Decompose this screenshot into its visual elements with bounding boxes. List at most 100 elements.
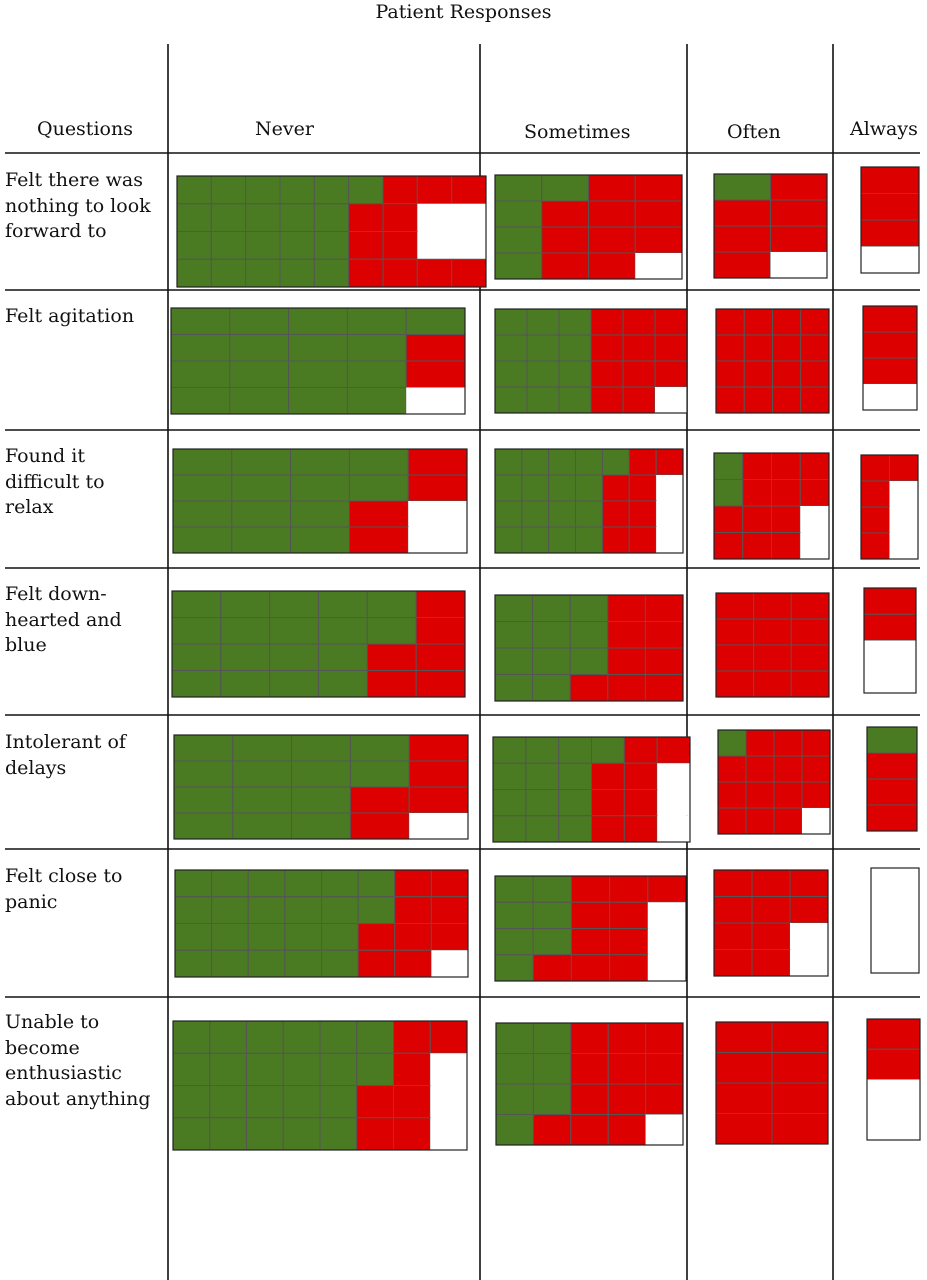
cell-red xyxy=(607,674,646,702)
cell-green xyxy=(313,175,350,205)
cell-green xyxy=(284,869,322,898)
cell-green xyxy=(492,762,527,790)
cell-red xyxy=(591,815,625,843)
question-label: Intolerant of delays xyxy=(5,730,165,781)
cell-red xyxy=(772,386,802,414)
cell-red xyxy=(790,670,830,698)
cell-red xyxy=(408,786,469,814)
cell-empty xyxy=(889,507,918,533)
cell-red xyxy=(713,922,753,950)
question-label-line: forward to xyxy=(5,220,107,242)
cell-green xyxy=(558,815,593,843)
cell-green xyxy=(575,474,603,502)
cell-green xyxy=(246,1020,284,1054)
cell-green xyxy=(173,786,234,814)
cell-red xyxy=(745,781,775,809)
response-box-border xyxy=(494,308,688,414)
response-box-border xyxy=(494,875,687,982)
cell-green xyxy=(174,949,213,978)
cell-red xyxy=(645,1022,684,1054)
cell-green xyxy=(279,203,315,232)
cell-green xyxy=(532,594,571,622)
cell-empty xyxy=(867,1079,920,1110)
cell-red xyxy=(645,1083,684,1115)
cell-red xyxy=(415,643,466,671)
cell-red xyxy=(800,308,830,336)
cell-red xyxy=(348,526,409,554)
cell-red xyxy=(753,592,792,620)
cell-red xyxy=(588,226,636,254)
cell-green xyxy=(356,1020,394,1054)
cell-red xyxy=(570,1114,609,1146)
cell-green xyxy=(282,1085,321,1119)
cell-red xyxy=(866,1048,921,1080)
cell-red xyxy=(349,812,410,840)
cell-red xyxy=(623,736,658,764)
cell-red xyxy=(771,532,801,560)
cell-green xyxy=(532,1083,572,1115)
cell-red xyxy=(773,807,803,835)
cell-red xyxy=(348,258,384,288)
cell-green xyxy=(575,526,603,554)
cell-green xyxy=(282,1117,321,1151)
cell-red xyxy=(429,1020,468,1054)
cell-empty xyxy=(871,894,919,921)
cell-green xyxy=(349,734,410,762)
cell-red xyxy=(609,901,649,929)
cell-red xyxy=(717,807,747,835)
cell-green xyxy=(532,647,571,675)
cell-green xyxy=(229,360,290,388)
cell-green xyxy=(319,1085,358,1119)
cell-empty xyxy=(408,501,467,527)
response-box-border xyxy=(174,869,469,978)
cell-green xyxy=(246,1117,284,1151)
cell-red xyxy=(607,647,646,675)
cell-green xyxy=(220,643,271,671)
cell-red xyxy=(862,331,918,359)
cell-red xyxy=(713,251,771,279)
question-label-line: Felt close to xyxy=(5,865,123,887)
cell-red xyxy=(715,334,745,362)
cell-red xyxy=(743,386,773,414)
cell-green xyxy=(405,307,466,335)
cell-green xyxy=(492,815,527,843)
cell-red xyxy=(713,869,753,897)
cell-red xyxy=(348,500,409,528)
cell-red xyxy=(860,193,920,221)
cell-green xyxy=(494,594,534,622)
cell-green xyxy=(318,670,368,698)
cell-green xyxy=(525,815,560,843)
cell-red xyxy=(394,869,432,898)
cell-red xyxy=(628,500,657,528)
cell-green xyxy=(494,334,528,362)
cell-red xyxy=(713,949,753,977)
cell-green xyxy=(366,590,417,618)
cell-green xyxy=(172,1085,211,1119)
cell-green xyxy=(494,308,528,336)
cell-red xyxy=(860,480,890,508)
chart-title: Patient Responses xyxy=(375,1,552,23)
cell-green xyxy=(176,203,212,232)
cell-red xyxy=(348,231,384,260)
cell-green xyxy=(866,726,918,754)
cell-green xyxy=(231,474,292,502)
cell-red xyxy=(393,1020,431,1054)
question-label-line: Intolerant of xyxy=(5,731,126,753)
response-box-border xyxy=(715,592,830,698)
cell-green xyxy=(173,760,234,788)
cell-red xyxy=(366,643,417,671)
cell-empty xyxy=(657,815,690,842)
cell-red xyxy=(601,526,630,554)
cell-empty xyxy=(871,920,919,947)
cell-red xyxy=(634,174,683,202)
response-box-border xyxy=(494,594,684,702)
cell-red xyxy=(745,729,775,757)
cell-empty xyxy=(408,527,467,553)
cell-red xyxy=(771,1082,829,1114)
cell-red xyxy=(644,647,684,675)
response-box-border xyxy=(171,590,466,698)
cell-red xyxy=(753,618,792,646)
cell-green xyxy=(525,736,560,764)
response-box-border xyxy=(713,869,829,977)
cell-empty xyxy=(647,902,686,929)
